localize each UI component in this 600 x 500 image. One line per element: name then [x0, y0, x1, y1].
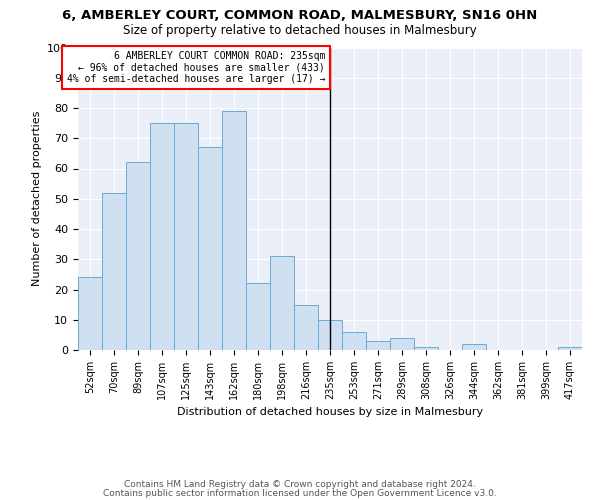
Bar — [342, 332, 366, 350]
Bar — [390, 338, 414, 350]
Bar — [270, 256, 294, 350]
Bar — [558, 347, 582, 350]
Text: Size of property relative to detached houses in Malmesbury: Size of property relative to detached ho… — [123, 24, 477, 37]
Text: 6, AMBERLEY COURT, COMMON ROAD, MALMESBURY, SN16 0HN: 6, AMBERLEY COURT, COMMON ROAD, MALMESBU… — [62, 9, 538, 22]
Bar — [150, 123, 174, 350]
Bar — [414, 347, 438, 350]
Bar — [78, 278, 102, 350]
Y-axis label: Number of detached properties: Number of detached properties — [32, 111, 42, 286]
Bar — [198, 148, 222, 350]
Text: Contains public sector information licensed under the Open Government Licence v3: Contains public sector information licen… — [103, 489, 497, 498]
Bar — [222, 111, 246, 350]
Bar — [462, 344, 486, 350]
Bar — [318, 320, 342, 350]
Bar — [174, 123, 198, 350]
Text: Contains HM Land Registry data © Crown copyright and database right 2024.: Contains HM Land Registry data © Crown c… — [124, 480, 476, 489]
Bar — [366, 341, 390, 350]
Bar — [294, 304, 318, 350]
Bar — [102, 192, 126, 350]
X-axis label: Distribution of detached houses by size in Malmesbury: Distribution of detached houses by size … — [177, 408, 483, 418]
Text: 6 AMBERLEY COURT COMMON ROAD: 235sqm
← 96% of detached houses are smaller (433)
: 6 AMBERLEY COURT COMMON ROAD: 235sqm ← 9… — [67, 50, 325, 84]
Bar — [246, 284, 270, 350]
Bar — [126, 162, 150, 350]
